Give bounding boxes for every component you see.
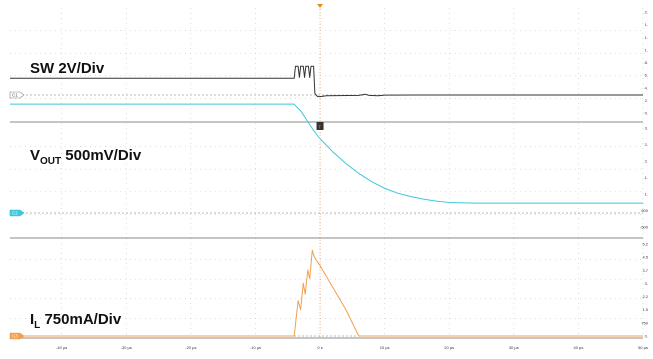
ch2-label-main: V xyxy=(30,147,40,164)
scale-tick-label: 3.7 xyxy=(642,268,648,273)
traces xyxy=(10,65,643,337)
x-tick-label: 50 µs xyxy=(638,345,648,350)
ch3-label-tail: 750mA/Div xyxy=(40,311,122,328)
scale-tick-label: 5.2 xyxy=(642,242,648,247)
scale-tick-label: 1. xyxy=(645,175,648,180)
scale-tick-label: 3. xyxy=(645,126,648,131)
trace-c1 xyxy=(10,65,643,98)
scale-tick-label: 1. xyxy=(645,35,648,40)
scale-tick-label: 3. xyxy=(645,281,648,286)
trace-c3 xyxy=(10,249,643,337)
ch1-label: SW 2V/Div xyxy=(30,60,105,77)
x-tick-label: -10 µs xyxy=(250,345,261,350)
scale-tick-label: 1.5 xyxy=(642,307,648,312)
ch2-label-sub: OUT xyxy=(40,156,61,167)
ch2-label-tail: 500mV/Div xyxy=(61,147,142,164)
x-tick-label: -40 µs xyxy=(56,345,67,350)
ch3-label-main: I xyxy=(30,311,34,328)
scale-tick-label: 0. xyxy=(645,334,648,339)
scale-tick-label: -500 xyxy=(640,225,649,230)
channel-marker-shape xyxy=(9,209,25,217)
scale-tick-labels: 2. 1. 1. 1. 8. 6. 4. 2. 0. 3. 2. 2. 1. 1. 500 -500 5.2 4.… xyxy=(640,10,649,339)
ch2-label: VOUT 500mV/Div xyxy=(30,147,142,167)
channel-marker-shape xyxy=(9,91,25,99)
scale-tick-label: 1. xyxy=(645,47,648,52)
trigger-tag[interactable]: T xyxy=(316,122,324,130)
channel-marker-c3[interactable]: C3 xyxy=(9,332,25,340)
trigger-position-marker xyxy=(317,4,324,8)
scale-tick-label: 2.2 xyxy=(642,294,648,299)
x-tick-label: 30 µs xyxy=(509,345,519,350)
scale-tick-label: 6. xyxy=(645,73,648,78)
trigger-tag-text: T xyxy=(318,125,321,130)
x-tick-label: 40 µs xyxy=(573,345,583,350)
channel-marker-text: C2 xyxy=(12,211,18,216)
scale-tick-label: 750 xyxy=(641,320,648,325)
channel-marker-text: C1 xyxy=(12,93,18,98)
x-tick-label: 0 s xyxy=(317,345,322,350)
scale-tick-label: 2. xyxy=(645,159,648,164)
scale-tick-label: 2. xyxy=(645,142,648,147)
scale-tick-label: 4. xyxy=(645,85,648,90)
scale-tick-label: 1. xyxy=(645,22,648,27)
scale-tick-label: 1. xyxy=(645,192,648,197)
scale-tick-label: 8. xyxy=(645,60,648,65)
scale-tick-label: 4.5 xyxy=(642,255,648,260)
scale-tick-label: 500 xyxy=(641,208,648,213)
grid xyxy=(10,8,644,338)
x-tick-label: -30 µs xyxy=(121,345,132,350)
x-tick-label: 20 µs xyxy=(444,345,454,350)
scale-tick-label: 0. xyxy=(645,111,648,116)
scale-tick-label: 2. xyxy=(645,98,648,103)
x-tick-label: -20 µs xyxy=(185,345,196,350)
trace-c2 xyxy=(10,103,643,204)
channel-marker-c1[interactable]: C1 xyxy=(9,91,25,99)
channel-marker-shape xyxy=(9,332,25,340)
x-tick-label: 10 µs xyxy=(380,345,390,350)
x-tick-labels: -40 µs -30 µs -20 µs -10 µs 0 s 10 µs 20 µs 30 … xyxy=(56,345,648,350)
channel-markers: C1 C2 C3 T xyxy=(9,91,324,340)
scale-tick-label: 2. xyxy=(645,10,648,15)
panel-dividers xyxy=(10,121,643,339)
ch3-label-sub: L xyxy=(34,320,40,331)
channel-marker-text: C3 xyxy=(12,334,18,339)
ch3-label: IL 750mA/Div xyxy=(30,311,122,331)
channel-marker-c2[interactable]: C2 xyxy=(9,209,25,217)
trigger-tag-box xyxy=(316,122,324,130)
